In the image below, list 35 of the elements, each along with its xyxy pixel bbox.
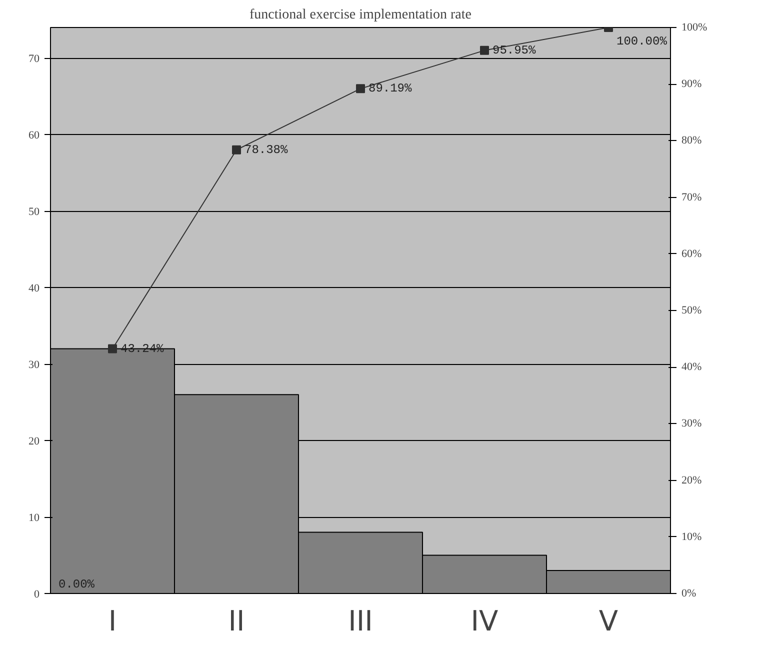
y-tick-label: 40 [28, 282, 40, 295]
x-tick-label: II [228, 604, 245, 638]
point [356, 84, 365, 94]
data-label: 100.00% [616, 34, 668, 48]
point [108, 344, 117, 354]
y2-tick-label: 70% [682, 191, 702, 204]
y-tick-label: 10 [28, 512, 40, 524]
point [232, 145, 241, 154]
y2-tick-label: 100% [682, 22, 708, 34]
y-tick-label: 20 [28, 436, 40, 448]
x-tick-label: III [348, 604, 373, 638]
y2-tick-label: 0% [682, 588, 696, 600]
y2-tick-label: 40% [682, 361, 702, 374]
data-label: 89.19% [368, 82, 413, 96]
y2-tick-label: 30% [682, 418, 702, 430]
y-tick-label: 30 [28, 359, 40, 372]
annotation: 0.00% [58, 578, 96, 592]
data-label: 78.38% [244, 142, 289, 157]
y-tick-label: 60 [28, 130, 40, 142]
chart-title: functional exercise implementation rate [250, 8, 472, 22]
y2-tick-label: 10% [682, 530, 702, 543]
y2-tick-label: 50% [682, 304, 702, 316]
x-tick-label: V [598, 604, 618, 638]
data-label: 43.24% [120, 342, 165, 356]
y2-tick-label: 20% [682, 474, 702, 486]
y2-tick-label: 90% [682, 78, 702, 90]
data-label: 95.95% [492, 43, 537, 58]
x-tick-label: I [108, 604, 117, 638]
x-tick-label: IV [470, 604, 498, 638]
y2-tick-label: 80% [682, 134, 702, 147]
y-tick-label: 50 [28, 206, 40, 218]
y-tick-label: 0 [34, 588, 40, 600]
y2-tick-label: 60% [682, 248, 702, 260]
point [480, 46, 489, 55]
y-tick-label: 70 [28, 53, 40, 66]
